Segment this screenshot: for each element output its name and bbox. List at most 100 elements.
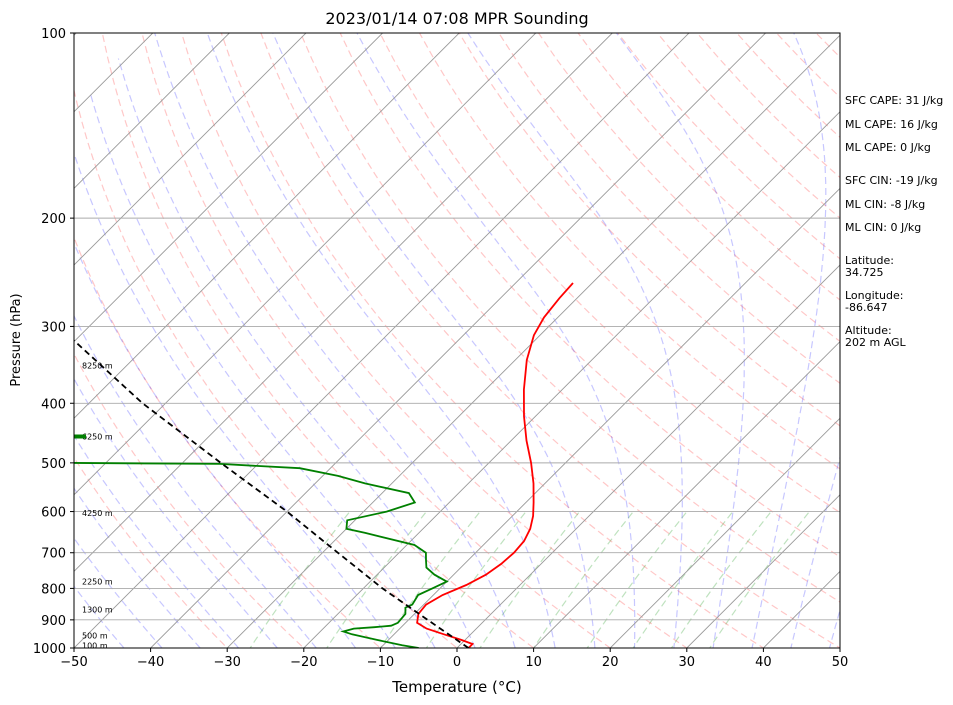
x-axis-ticks: −50 −40 −30 −20 −10 0 10 20 30 40 50 — [60, 648, 848, 670]
dry-adiabat-line — [379, 33, 840, 514]
dry-adiabat-line — [74, 87, 458, 648]
mixing-ratio-line — [425, 511, 527, 648]
moist-adiabat-line — [74, 151, 396, 648]
height-label: 500 m — [82, 632, 108, 641]
longitude-stat: Longitude: -86.647 — [845, 289, 904, 314]
isotherm-line — [609, 417, 840, 648]
moist-adiabat-line — [206, 33, 556, 648]
height-label: 100 m — [82, 641, 108, 650]
height-label: 1300 m — [82, 605, 113, 614]
chart-title: 2023/01/14 07:08 MPR Sounding — [325, 9, 588, 28]
moist-adiabat-line — [74, 314, 317, 648]
height-label: 6250 m — [82, 433, 113, 442]
ml-cin-stat: ML CIN: -8 J/kg — [845, 198, 926, 211]
isotherm-line — [74, 33, 690, 648]
x-tick-label: 40 — [755, 655, 772, 670]
x-tick-label: 30 — [679, 655, 696, 670]
moist-adiabat-line — [154, 33, 516, 648]
isotherm-line — [74, 33, 384, 343]
altitude-stat: Altitude: 202 m AGL — [845, 324, 906, 349]
moist-adiabat-line — [74, 377, 278, 648]
y-tick-label: 200 — [41, 212, 66, 227]
x-tick-label: 20 — [602, 655, 619, 670]
sfc-cin-stat: SFC CIN: -19 J/kg — [845, 174, 938, 187]
mixing-ratio-line — [479, 511, 581, 648]
x-axis-label: Temperature (°C) — [391, 678, 521, 696]
dry-adiabat-line — [220, 33, 765, 648]
isotherm-line — [226, 34, 840, 648]
dry-adiabat-line — [458, 33, 840, 427]
moist-adiabat-line — [117, 58, 476, 648]
y-tick-label: 700 — [41, 547, 66, 562]
ml-cin-stat-2: ML CIN: 0 J/kg — [845, 221, 922, 234]
temperature-line — [416, 282, 574, 648]
moist-adiabat-line — [615, 33, 745, 648]
height-label: 8250 m — [82, 361, 113, 370]
dry-adiabat-line — [74, 456, 229, 648]
y-tick-label: 300 — [41, 320, 66, 335]
dewpoint-line — [74, 462, 449, 648]
ml-cape-stat: ML CAPE: 16 J/kg — [845, 118, 938, 131]
y-axis-ticks: 100 200 300 400 500 600 700 800 900 1000 — [33, 27, 74, 657]
gridlines — [74, 33, 840, 648]
dry-adiabat-line — [260, 33, 840, 648]
moist-adiabat-line — [751, 33, 827, 648]
moist-adiabat-line — [74, 241, 357, 648]
parcel-path-line — [74, 339, 470, 648]
isotherm-line — [74, 33, 307, 266]
dry-adiabat-line — [299, 33, 840, 603]
y-tick-label: 500 — [41, 457, 66, 472]
y-tick-label: 600 — [41, 506, 66, 521]
dry-adiabat-line — [74, 235, 382, 648]
dry-adiabat-line — [537, 33, 840, 343]
isotherm-line — [686, 494, 840, 648]
plot-frame — [73, 32, 841, 649]
moist-adiabat-line — [74, 585, 125, 648]
y-tick-label: 1000 — [33, 642, 66, 657]
moist-adiabat-line — [356, 33, 636, 648]
y-tick-label: 800 — [41, 582, 66, 597]
ml-cape-stat-2: ML CAPE: 0 J/kg — [845, 141, 931, 154]
height-label: 2250 m — [82, 578, 113, 587]
y-axis-label: Pressure (hPa) — [9, 293, 24, 386]
dry-adiabat-line — [577, 33, 840, 301]
moist-adiabat-line — [74, 434, 240, 648]
dry-adiabat-line — [74, 352, 305, 648]
latitude-stat: Latitude: 34.725 — [845, 254, 894, 279]
x-tick-label: −20 — [290, 655, 317, 670]
dry-adiabat-line — [101, 33, 535, 648]
mixing-ratio-line — [670, 511, 772, 648]
isotherm-line — [74, 33, 231, 190]
mixing-ratio-line — [326, 511, 427, 648]
dry-adiabat-line — [141, 33, 612, 648]
x-tick-label: 50 — [832, 655, 849, 670]
y-tick-label: 400 — [41, 397, 66, 412]
mixing-ratio-line — [532, 511, 634, 648]
moist-adiabat-line — [74, 487, 201, 648]
moist-adiabat-line — [790, 455, 840, 648]
isotherm-line — [379, 187, 840, 648]
dry-adiabat-line — [339, 33, 840, 558]
isotherm-line — [74, 33, 614, 573]
isotherm-line — [74, 33, 537, 496]
x-tick-label: −30 — [213, 655, 240, 670]
mixing-ratio-line — [709, 511, 810, 648]
mixing-ratio-line — [632, 511, 734, 648]
isotherm-line — [74, 33, 460, 419]
y-tick-label: 100 — [41, 27, 66, 42]
background-reference-lines — [74, 33, 840, 648]
dry-adiabat-line — [418, 33, 840, 470]
sounding-series — [74, 282, 574, 648]
isotherm-line — [532, 340, 840, 648]
x-tick-label: −10 — [367, 655, 394, 670]
x-tick-label: −40 — [137, 655, 164, 670]
moist-adiabat-line — [89, 92, 436, 648]
moist-adiabat-line — [467, 33, 683, 648]
isotherm-line — [456, 264, 840, 648]
mixing-ratio-line — [249, 511, 351, 648]
x-tick-label: 10 — [525, 655, 542, 670]
height-label: 4250 m — [82, 509, 113, 518]
sfc-cape-stat: SFC CAPE: 31 J/kg — [845, 94, 944, 107]
